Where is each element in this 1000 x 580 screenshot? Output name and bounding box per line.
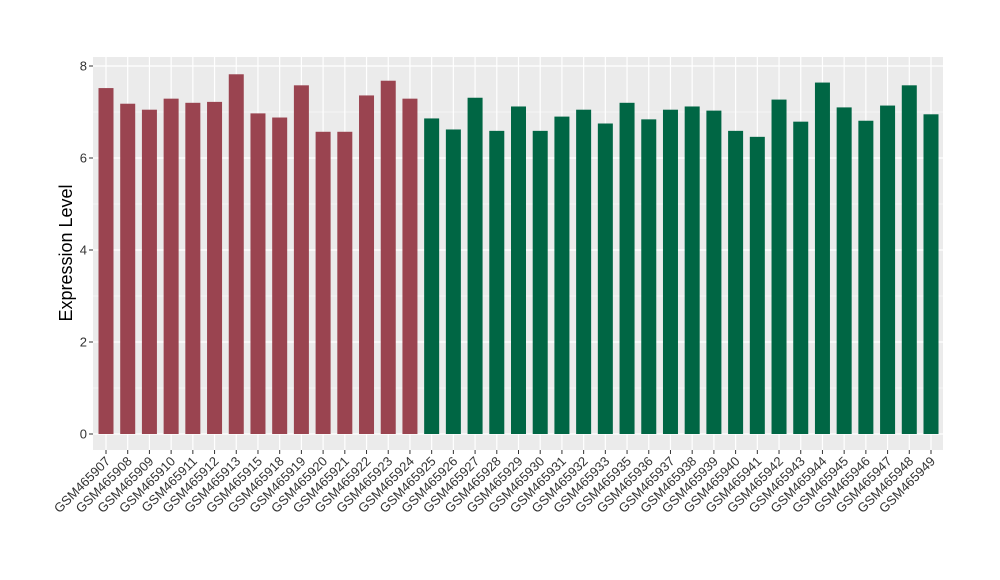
bar-GSM465939 xyxy=(706,110,722,435)
bar-GSM465910 xyxy=(163,98,179,434)
y-tick-label: 0 xyxy=(80,427,87,442)
bar-GSM465923 xyxy=(380,80,396,434)
bar-GSM465919 xyxy=(293,85,309,434)
bar-GSM465924 xyxy=(402,98,418,434)
bar-GSM465935 xyxy=(619,102,635,435)
bar-GSM465942 xyxy=(771,99,787,434)
bar-GSM465915 xyxy=(250,113,266,434)
y-tick-label: 4 xyxy=(80,243,87,258)
bar-GSM465922 xyxy=(359,95,375,434)
bar-GSM465937 xyxy=(662,109,678,434)
y-tick-label: 2 xyxy=(80,335,87,350)
bar-GSM465947 xyxy=(880,105,896,434)
bar-GSM465948 xyxy=(901,85,917,434)
y-tick-label: 8 xyxy=(80,59,87,74)
y-tick-label: 6 xyxy=(80,151,87,166)
bar-GSM465918 xyxy=(272,117,288,435)
bar-GSM465920 xyxy=(315,131,331,434)
bar-GSM465921 xyxy=(337,131,353,434)
bars xyxy=(98,74,939,435)
bar-GSM465940 xyxy=(728,130,744,435)
bar-GSM465913 xyxy=(228,74,244,434)
y-axis-title: Expression Level xyxy=(56,184,76,321)
bar-GSM465944 xyxy=(814,82,830,434)
bar-GSM465927 xyxy=(467,97,483,435)
x-axis: GSM465907GSM465908GSM465909GSM465910GSM4… xyxy=(51,450,938,516)
bar-GSM465925 xyxy=(424,118,440,434)
bar-GSM465931 xyxy=(554,116,570,434)
bar-GSM465928 xyxy=(489,130,505,435)
bar-GSM465911 xyxy=(185,102,201,435)
bar-GSM465908 xyxy=(120,103,136,434)
bar-GSM465912 xyxy=(207,101,223,434)
bar-GSM465929 xyxy=(511,106,526,434)
y-axis: 0 2 4 6 8 xyxy=(80,59,93,442)
bar-GSM465949 xyxy=(923,114,939,435)
bar-GSM465933 xyxy=(597,123,613,434)
bar-GSM465936 xyxy=(641,119,657,435)
bar-GSM465946 xyxy=(858,120,874,435)
bar-GSM465941 xyxy=(749,136,765,434)
bar-GSM465930 xyxy=(532,130,548,435)
bar-GSM465943 xyxy=(793,121,809,434)
bar-GSM465907 xyxy=(98,88,114,434)
bar-GSM465945 xyxy=(836,107,852,435)
bar-GSM465938 xyxy=(684,106,700,434)
bar-GSM465926 xyxy=(445,129,461,435)
bar-GSM465909 xyxy=(141,109,157,434)
bar-GSM465932 xyxy=(576,109,592,434)
